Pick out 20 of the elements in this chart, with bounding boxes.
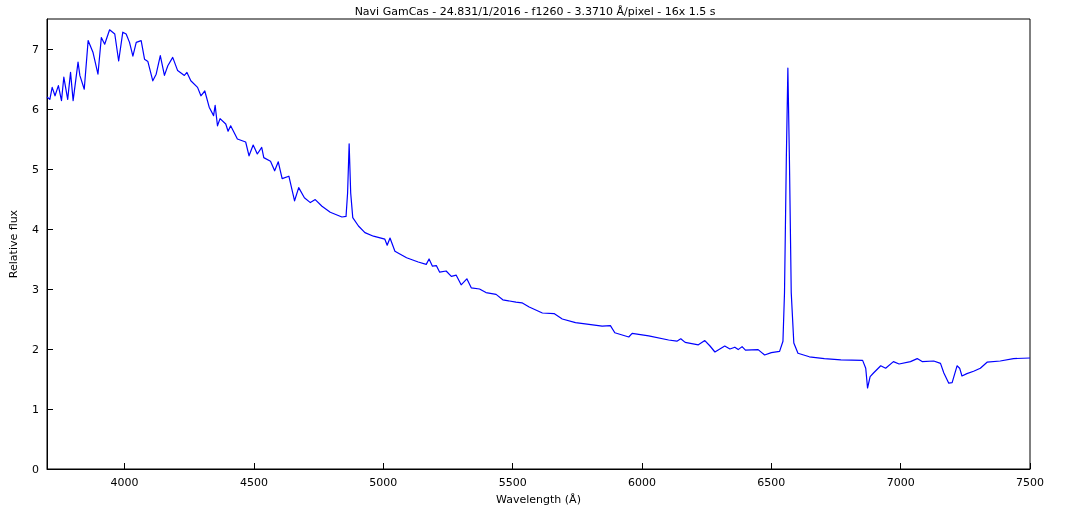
y-tick-label: 2 xyxy=(32,342,39,356)
x-axis-title: Wavelength (Å) xyxy=(496,493,581,506)
chart-title: Navi GamCas - 24.831/1/2016 - f1260 - 3.3710 Å/pixel - 16x 1.5 s xyxy=(354,5,716,18)
y-axis-title: Relative flux xyxy=(7,209,20,279)
line-series xyxy=(46,29,1031,389)
y-tick-label: 1 xyxy=(32,402,39,416)
y-tick-label: 7 xyxy=(32,42,39,56)
y-tick-label: 0 xyxy=(32,462,39,476)
x-tick-label: 5500 xyxy=(498,476,527,489)
x-tick-label: 4500 xyxy=(239,476,268,489)
x-tick-label: 4000 xyxy=(110,476,139,489)
y-tick-label: 3 xyxy=(32,282,39,296)
x-tick-label: 6500 xyxy=(757,476,786,489)
y-tick-label: 6 xyxy=(32,102,39,116)
x-tick-label: 7500 xyxy=(1016,476,1044,489)
y-tick-label: 4 xyxy=(32,222,39,236)
x-tick-label: 6000 xyxy=(627,476,656,489)
x-tick-label: 7000 xyxy=(886,476,915,489)
y-tick-label: 5 xyxy=(32,162,39,176)
x-tick-label: 5000 xyxy=(369,476,398,489)
